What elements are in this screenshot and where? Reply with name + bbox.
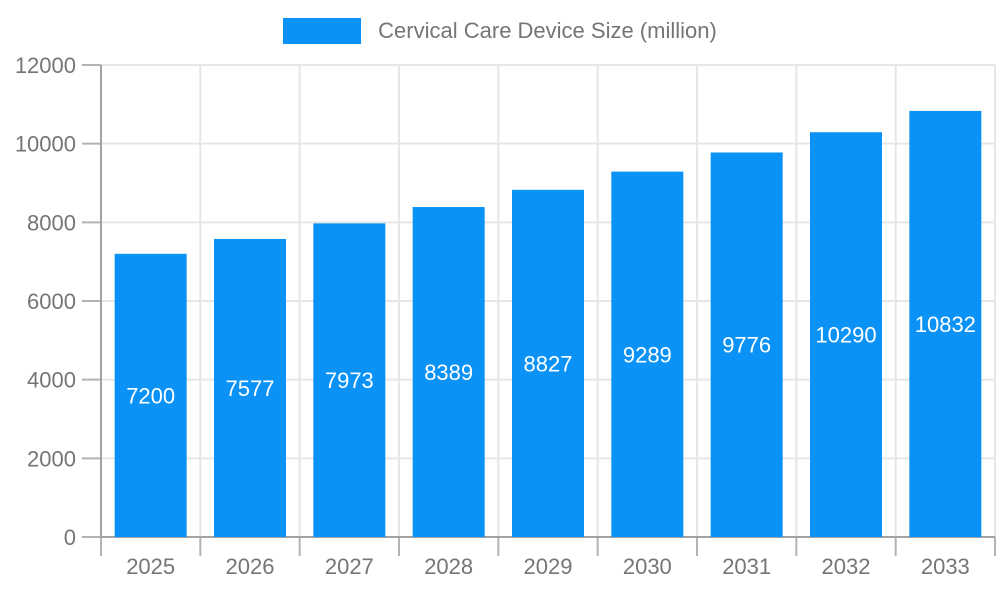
y-axis-label: 8000 xyxy=(27,210,76,235)
bar-2029 xyxy=(512,189,584,537)
y-axis-label: 10000 xyxy=(15,132,76,157)
y-axis-label: 2000 xyxy=(27,446,76,471)
legend-swatch xyxy=(283,18,362,44)
bar-value-label: 7200 xyxy=(126,383,175,408)
bar-2026 xyxy=(214,238,286,538)
x-axis-label: 2025 xyxy=(126,554,175,579)
bar-value-label: 7577 xyxy=(226,376,275,401)
x-axis-label: 2033 xyxy=(921,554,970,579)
x-axis-label: 2032 xyxy=(822,554,871,579)
bar-value-label: 10832 xyxy=(915,312,976,337)
x-axis-label: 2029 xyxy=(524,554,573,579)
bar-value-label: 8827 xyxy=(524,351,573,376)
x-axis-label: 2028 xyxy=(424,554,473,579)
bar-value-label: 9289 xyxy=(623,342,672,367)
x-axis-label: 2026 xyxy=(226,554,275,579)
bar-2027 xyxy=(313,223,386,538)
bar-2033 xyxy=(909,110,982,537)
x-axis-label: 2030 xyxy=(623,554,672,579)
bar-value-label: 7973 xyxy=(325,368,374,393)
y-axis-label: 6000 xyxy=(27,289,76,314)
bar-value-label: 9776 xyxy=(722,333,771,358)
bar-2025 xyxy=(114,253,187,538)
bar-2032 xyxy=(810,132,882,537)
legend-label: Cervical Care Device Size (million) xyxy=(378,18,717,43)
x-axis-label: 2027 xyxy=(325,554,374,579)
y-axis-label: 12000 xyxy=(15,53,76,78)
bar-2028 xyxy=(412,207,485,538)
x-axis-label: 2031 xyxy=(722,554,771,579)
bar-value-label: 10290 xyxy=(815,323,876,348)
y-axis-label: 4000 xyxy=(27,368,76,393)
y-axis-label: 0 xyxy=(64,525,76,550)
bar-2031 xyxy=(710,152,783,537)
bar-value-label: 8389 xyxy=(424,360,473,385)
bar-2030 xyxy=(611,171,684,537)
chart-legend[interactable]: Cervical Care Device Size (million) xyxy=(0,18,1000,44)
